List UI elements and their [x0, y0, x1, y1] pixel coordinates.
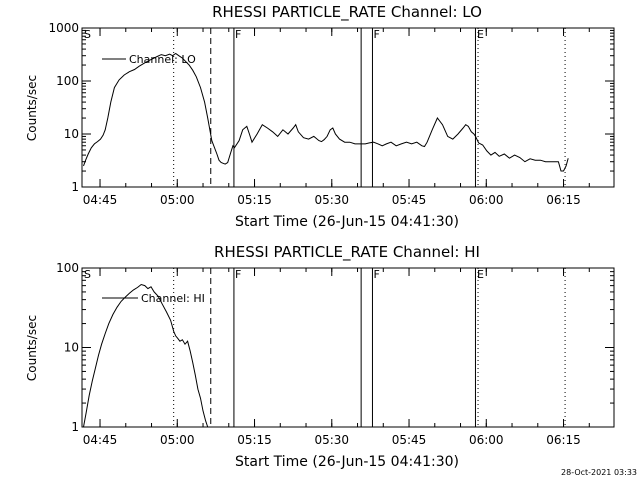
flag-label: S	[84, 268, 91, 281]
series-line	[83, 52, 569, 172]
flag-label: F	[235, 28, 241, 41]
y-tick-label: 1	[71, 180, 79, 194]
x-axis-label: Start Time (26-Jun-15 04:41:30)	[235, 214, 459, 230]
flag-label: F	[373, 28, 379, 41]
x-tick-label: 05:30	[314, 193, 349, 207]
chart-title: RHESSI PARTICLE_RATE Channel: LO	[212, 3, 482, 22]
plot-frame	[81, 267, 615, 428]
x-tick-label: 04:45	[83, 193, 118, 207]
legend-label: Channel: LO	[129, 53, 196, 66]
series-line	[83, 283, 209, 428]
flag-label: E	[477, 28, 484, 41]
x-tick-label: 06:00	[469, 193, 504, 207]
flag-label: E	[477, 268, 484, 281]
x-tick-label: 05:00	[160, 433, 195, 447]
panel-hi: RHESSI PARTICLE_RATE Channel: HI Counts/…	[25, 243, 615, 470]
x-tick-label: 05:45	[392, 193, 427, 207]
legend-label: Channel: HI	[141, 292, 205, 305]
x-tick-label: 05:30	[314, 433, 349, 447]
flag-label: F	[373, 268, 379, 281]
plot-frame	[81, 27, 615, 188]
x-axis-label: Start Time (26-Jun-15 04:41:30)	[235, 454, 459, 470]
timestamp: 28-Oct-2021 03:33	[561, 468, 637, 477]
x-tick-label: 05:00	[160, 193, 195, 207]
x-tick-label: 06:15	[546, 193, 581, 207]
x-tick-label: 05:45	[392, 433, 427, 447]
x-tick-label: 05:15	[237, 193, 272, 207]
x-tick-label: 06:15	[546, 433, 581, 447]
x-tick-label: 06:00	[469, 433, 504, 447]
x-tick-label: 05:15	[237, 433, 272, 447]
panel-lo: RHESSI PARTICLE_RATE Channel: LO Counts/…	[25, 3, 615, 230]
flag-label: F	[235, 268, 241, 281]
y-axis-label: Counts/sec	[25, 315, 39, 381]
flag-label: S	[84, 28, 91, 41]
y-tick-label: 10	[64, 127, 79, 141]
y-tick-label: 1	[71, 420, 79, 434]
y-tick-label: 10	[64, 341, 79, 355]
y-tick-label: 1000	[48, 21, 79, 35]
chart-title: RHESSI PARTICLE_RATE Channel: HI	[214, 243, 480, 262]
y-tick-label: 100	[56, 261, 79, 275]
y-axis-label: Counts/sec	[25, 75, 39, 141]
x-tick-label: 04:45	[83, 433, 118, 447]
y-tick-label: 100	[56, 74, 79, 88]
